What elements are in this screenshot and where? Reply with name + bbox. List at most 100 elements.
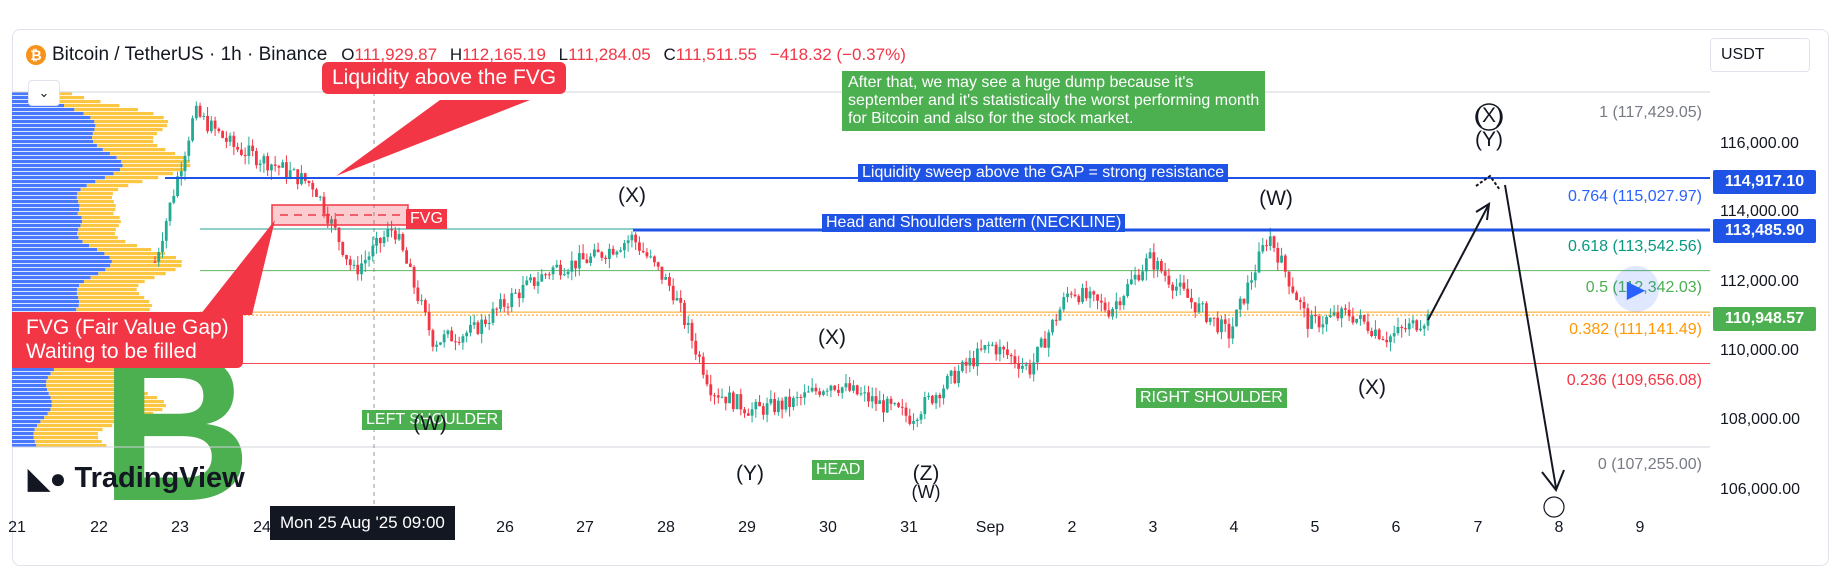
volume-profile-bar	[89, 244, 138, 248]
x-tick: 27	[576, 519, 594, 536]
candle-body	[393, 230, 397, 240]
x-tick: 30	[819, 519, 837, 536]
candle-body	[232, 135, 236, 147]
candle-body	[153, 261, 157, 263]
candle-body	[1392, 333, 1396, 337]
volume-profile-bar	[95, 124, 168, 128]
wave-label-w: (W)	[413, 412, 447, 435]
volume-profile-bar	[122, 164, 191, 168]
volume-profile-bar	[12, 300, 80, 304]
candle-body	[176, 176, 179, 197]
current-price-tag: 110,948.57	[1713, 307, 1816, 331]
candle-body	[472, 322, 476, 325]
candle-body	[1171, 284, 1175, 291]
volume-profile-bar	[12, 204, 80, 208]
candle-body	[822, 391, 825, 395]
candle-body	[1103, 302, 1107, 311]
candle-body	[206, 115, 209, 132]
candle-body	[1340, 308, 1344, 319]
candle-body	[1242, 298, 1246, 304]
candle-body	[731, 392, 735, 410]
candle-body	[1054, 319, 1058, 321]
volume-profile-bar	[12, 256, 110, 260]
candle-body	[446, 330, 450, 335]
y-tick: 110,000.00	[1720, 342, 1799, 359]
candle-body	[1118, 301, 1122, 306]
tradingview-logo[interactable]: ◣● TradingView	[28, 462, 245, 494]
volume-profile-bar	[12, 444, 37, 448]
candle-body	[1351, 316, 1355, 323]
volume-profile-bar	[78, 236, 118, 240]
volume-profile-bar	[44, 416, 141, 420]
volume-profile-bar	[95, 180, 143, 184]
volume-profile-bar	[12, 404, 52, 408]
candle-body	[957, 370, 961, 384]
candle-body	[397, 234, 401, 240]
volume-profile-bar	[12, 412, 48, 416]
candle-body	[367, 256, 371, 260]
candle-body	[333, 219, 337, 228]
candle-body	[330, 219, 333, 224]
volume-profile-bar	[12, 280, 84, 284]
currency-selector[interactable]: USDT	[1710, 38, 1810, 72]
volume-profile-bar	[121, 160, 190, 164]
candle-body	[855, 385, 859, 395]
candle-body	[1099, 300, 1103, 303]
candle-body	[352, 264, 356, 266]
volume-profile-bar	[104, 176, 159, 180]
fib-label: 0.764 (115,027.97)	[1567, 188, 1702, 205]
volume-profile-bar	[12, 388, 48, 392]
candle-body	[1028, 364, 1032, 375]
candle-body	[1152, 252, 1156, 270]
candle-body	[1407, 323, 1411, 330]
volume-profile-bar	[94, 128, 163, 132]
volume-profile-bar	[76, 196, 112, 200]
volume-profile-bar	[12, 132, 93, 136]
candle-body	[209, 120, 213, 132]
candle-body	[724, 396, 728, 404]
volume-profile-bar	[77, 232, 115, 236]
candle-body	[363, 259, 367, 264]
candle-body	[510, 293, 514, 308]
candle-body	[566, 271, 570, 275]
candle-body	[431, 330, 435, 347]
candle-body	[998, 346, 1002, 355]
candle-body	[348, 259, 352, 266]
x-tick: 9	[1635, 519, 1645, 536]
candle-body	[1283, 255, 1287, 272]
volume-profile-bar	[96, 248, 152, 252]
candle-body	[615, 251, 619, 255]
candle-body	[1133, 274, 1137, 280]
volume-profile-bar	[12, 308, 77, 312]
symbol-title[interactable]: Bitcoin / TetherUS · 1h · Binance	[52, 44, 328, 65]
candle-body	[1280, 255, 1283, 263]
candle-body	[427, 312, 431, 331]
candle-body	[908, 415, 912, 424]
candle-body	[660, 266, 664, 280]
play-replay-button[interactable]: ▶	[1613, 266, 1659, 312]
candle-body	[258, 163, 262, 166]
volume-profile-bar	[12, 152, 110, 156]
y-tick: 112,000.00	[1720, 273, 1799, 290]
volume-profile-bar	[40, 420, 126, 424]
candle-body	[878, 400, 882, 404]
volume-profile-bar	[12, 232, 78, 236]
volume-profile-bar	[48, 392, 148, 396]
x-tick: 23	[171, 519, 189, 536]
volume-profile-bar	[105, 268, 176, 272]
volume-profile-bar	[82, 220, 121, 224]
y-tick: 108,000.00	[1720, 411, 1801, 428]
candle-body	[694, 340, 698, 355]
candle-body	[1159, 261, 1163, 272]
collapse-legend-button[interactable]: ⌄	[28, 80, 60, 106]
candle-body	[1328, 315, 1332, 317]
candle-body	[776, 400, 780, 413]
candle-body	[337, 227, 341, 243]
candle-body	[191, 118, 194, 141]
y-tick: 106,000.00	[1720, 481, 1801, 498]
candle-body	[562, 274, 566, 276]
volume-profile-bar	[77, 192, 113, 196]
candle-body	[288, 170, 292, 178]
candle-body	[1374, 329, 1377, 336]
candle-body	[1272, 236, 1276, 248]
